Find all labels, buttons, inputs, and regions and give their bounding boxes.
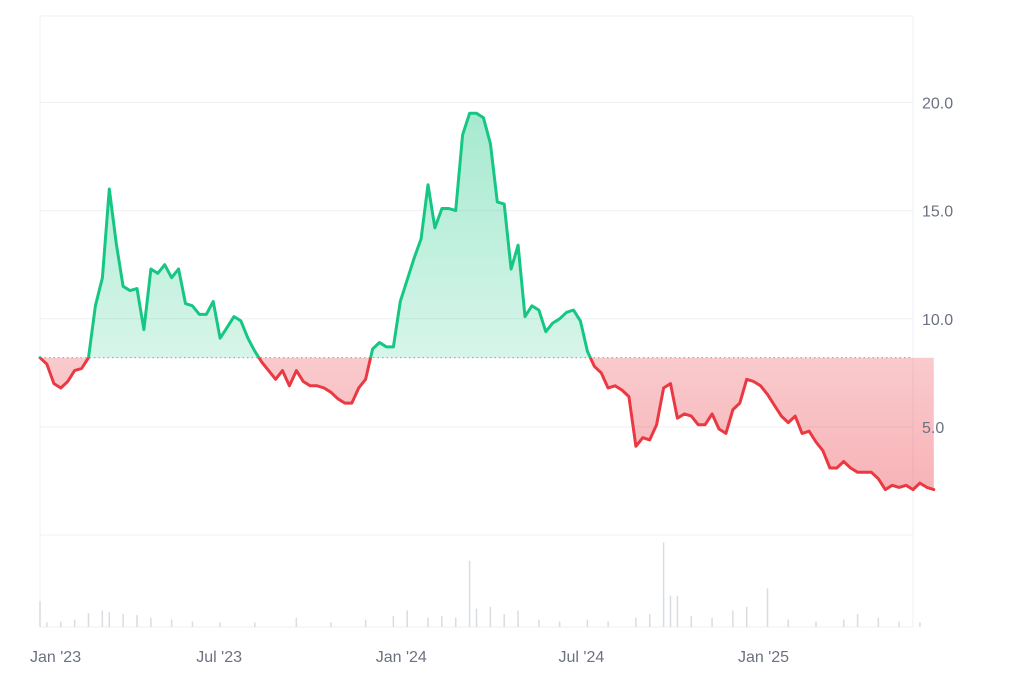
volume-bar — [406, 610, 408, 627]
y-tick-label: 10.0 — [922, 312, 953, 329]
volume-bar — [475, 608, 478, 627]
volume-bar — [122, 614, 124, 627]
volume-bar — [136, 615, 138, 627]
volume-bars — [39, 542, 921, 627]
volume-bar — [586, 619, 589, 627]
volume-bar — [60, 621, 62, 627]
volume-bar — [676, 595, 679, 627]
volume-bar — [191, 621, 194, 627]
area-below-baseline — [40, 357, 934, 490]
volume-bar — [392, 615, 395, 627]
volume-bar — [87, 613, 90, 627]
volume-bar — [254, 622, 256, 627]
volume-bar — [787, 619, 790, 627]
volume-bar — [489, 606, 492, 627]
volume-bar — [454, 617, 457, 627]
volume-bar — [898, 621, 900, 627]
x-tick-label: Jan '25 — [738, 649, 789, 666]
volume-bar — [73, 619, 76, 627]
volume-bar — [669, 595, 672, 627]
volume-bar — [295, 617, 298, 627]
volume-bar — [46, 622, 48, 627]
x-tick-label: Jul '23 — [196, 649, 242, 666]
volume-bar — [517, 610, 519, 627]
area-above-baseline — [88, 113, 591, 358]
x-tick-label: Jan '24 — [376, 649, 427, 666]
volume-bar — [856, 614, 859, 627]
volume-bar — [150, 617, 152, 627]
y-tick-label: 15.0 — [922, 204, 953, 221]
volume-bar — [538, 619, 540, 627]
x-tick-label: Jul '24 — [559, 649, 605, 666]
volume-bar — [427, 617, 429, 627]
volume-bar — [219, 622, 221, 627]
x-tick-label: Jan '23 — [30, 649, 81, 666]
volume-bar — [635, 617, 637, 627]
volume-bar — [441, 615, 443, 627]
volume-bar — [766, 588, 769, 627]
price-lines — [38, 111, 936, 492]
area-fills — [40, 113, 934, 490]
volume-bar — [842, 619, 845, 627]
volume-bar — [330, 622, 332, 627]
volume-bar — [877, 617, 880, 627]
volume-bar — [39, 601, 41, 627]
y-tick-label: 5.0 — [922, 420, 944, 437]
volume-bar — [662, 542, 665, 627]
y-axis-ticks: 5.0 10.0 15.0 20.0 — [922, 96, 953, 437]
volume-bar — [468, 560, 471, 627]
volume-bar — [690, 615, 693, 627]
volume-bar — [364, 619, 367, 627]
price-line-down — [38, 357, 936, 492]
volume-bar — [815, 621, 817, 627]
x-axis-ticks: Jan '23 Jul '23 Jan '24 Jul '24 Jan '25 — [30, 649, 789, 666]
volume-bar — [170, 619, 173, 627]
volume-bar — [558, 621, 561, 627]
volume-bar — [745, 606, 748, 627]
volume-bar — [607, 621, 609, 627]
y-tick-label: 20.0 — [922, 96, 953, 113]
volume-bar — [711, 617, 713, 627]
volume-bar — [101, 610, 104, 627]
volume-bar — [732, 610, 734, 627]
volume-bar — [503, 614, 505, 627]
price-line-up — [38, 111, 593, 358]
volume-bar — [648, 614, 651, 627]
volume-bar — [108, 612, 111, 627]
volume-bar — [919, 622, 921, 627]
